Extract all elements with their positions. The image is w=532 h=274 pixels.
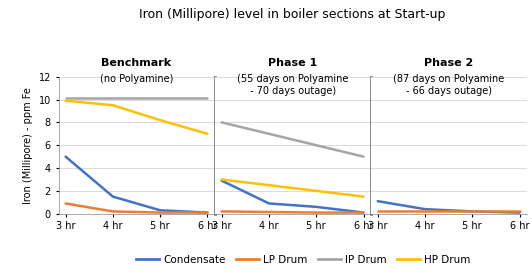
Text: Benchmark: Benchmark [102, 59, 172, 68]
Text: (no Polyamine): (no Polyamine) [100, 74, 173, 84]
Y-axis label: Iron (Millipore) - ppm Fe: Iron (Millipore) - ppm Fe [23, 87, 33, 204]
Text: Phase 2: Phase 2 [424, 59, 473, 68]
Text: (87 days on Polyamine
- 66 days outage): (87 days on Polyamine - 66 days outage) [393, 74, 504, 96]
Text: Phase 1: Phase 1 [268, 59, 317, 68]
Text: (55 days on Polyamine
- 70 days outage): (55 days on Polyamine - 70 days outage) [237, 74, 348, 96]
Text: Iron (Millipore) level in boiler sections at Start-up: Iron (Millipore) level in boiler section… [139, 8, 446, 21]
Legend: Condensate, LP Drum, IP Drum, HP Drum: Condensate, LP Drum, IP Drum, HP Drum [132, 250, 475, 269]
